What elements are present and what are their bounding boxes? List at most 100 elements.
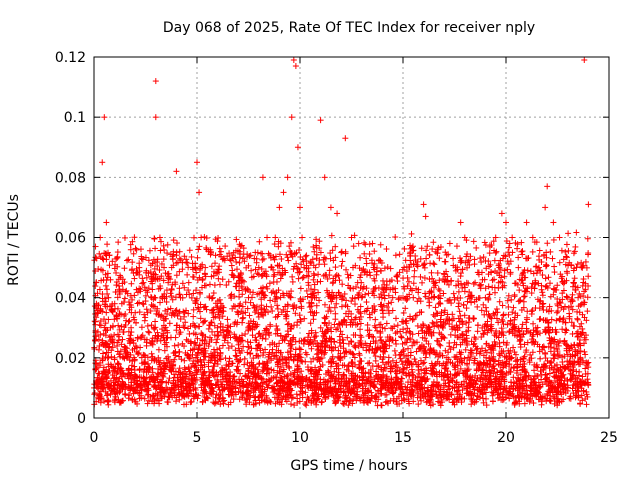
- data-point: [480, 301, 487, 308]
- data-point: [474, 328, 481, 335]
- data-point: [146, 329, 153, 336]
- data-point: [139, 275, 146, 282]
- data-point: [176, 268, 183, 275]
- data-point: [581, 334, 588, 341]
- data-point: [412, 252, 419, 259]
- data-point: [511, 280, 518, 287]
- data-point: [191, 362, 198, 369]
- data-point: [383, 398, 390, 405]
- data-point: [584, 235, 591, 242]
- data-point: [417, 273, 424, 280]
- data-point: [411, 356, 418, 363]
- data-point: [450, 290, 457, 297]
- data-point: [273, 323, 280, 330]
- data-point: [449, 311, 456, 318]
- data-point: [381, 347, 388, 354]
- data-point: [541, 363, 548, 370]
- data-point: [154, 329, 161, 336]
- data-point: [429, 246, 436, 253]
- data-point: [186, 330, 193, 337]
- data-point: [474, 322, 481, 329]
- data-point: [488, 269, 495, 276]
- data-point: [559, 290, 566, 297]
- data-point: [518, 239, 525, 246]
- data-point: [197, 290, 204, 297]
- data-point: [528, 284, 535, 291]
- data-point: [343, 297, 350, 304]
- data-point: [278, 256, 285, 263]
- data-point: [584, 308, 591, 315]
- data-point: [322, 394, 329, 401]
- data-point: [393, 273, 400, 280]
- data-point: [239, 319, 246, 326]
- data-point: [131, 275, 138, 282]
- data-point: [379, 306, 386, 313]
- data-point: [133, 246, 140, 253]
- data-point: [145, 328, 152, 335]
- data-point: [345, 402, 352, 409]
- data-point: [194, 254, 201, 261]
- data-point: [540, 300, 547, 307]
- data-point: [242, 330, 249, 337]
- data-point: [518, 248, 525, 255]
- data-point: [224, 253, 231, 260]
- data-point: [363, 299, 370, 306]
- data-point: [530, 400, 537, 407]
- data-point: [325, 308, 332, 315]
- data-point: [431, 261, 438, 268]
- data-point: [225, 345, 232, 352]
- data-point: [495, 285, 502, 292]
- data-point: [311, 272, 318, 279]
- data-point: [500, 339, 507, 346]
- data-point: [545, 274, 552, 281]
- data-point: [453, 243, 460, 250]
- data-point: [584, 294, 591, 301]
- data-point: [114, 249, 121, 256]
- data-point: [338, 303, 345, 310]
- data-point: [332, 310, 339, 317]
- data-point: [437, 342, 444, 349]
- data-point: [137, 246, 144, 253]
- data-point: [501, 267, 508, 274]
- data-point: [536, 247, 543, 254]
- data-point: [482, 304, 489, 311]
- data-point: [166, 320, 173, 327]
- data-point: [463, 305, 470, 312]
- data-point: [443, 251, 450, 258]
- data-point: [402, 305, 409, 312]
- data-point: [585, 273, 592, 280]
- data-point: [570, 367, 577, 374]
- data-point: [208, 263, 215, 270]
- data-point: [367, 272, 374, 279]
- data-point: [413, 312, 420, 319]
- data-point: [332, 264, 339, 271]
- data-point: [103, 392, 110, 399]
- data-point: [470, 280, 477, 287]
- data-point: [343, 266, 350, 273]
- data-point: [115, 322, 122, 329]
- data-point: [383, 246, 390, 253]
- data-point: [144, 322, 151, 329]
- data-point: [201, 318, 208, 325]
- data-point: [116, 286, 123, 293]
- data-point: [387, 368, 394, 375]
- data-point: [442, 258, 449, 265]
- data-point: [377, 241, 384, 248]
- data-point: [371, 248, 378, 255]
- data-point: [137, 344, 144, 351]
- data-point: [145, 397, 152, 404]
- data-point: [315, 289, 322, 296]
- data-point: [500, 312, 507, 319]
- data-point: [479, 395, 486, 402]
- data-point: [400, 326, 407, 333]
- data-point: [121, 295, 128, 302]
- data-point: [273, 278, 280, 285]
- data-point: [371, 260, 378, 267]
- data-point: [211, 282, 218, 289]
- data-point: [295, 275, 302, 282]
- data-point: [96, 250, 103, 257]
- data-point: [222, 243, 229, 250]
- data-point: [316, 297, 323, 304]
- data-point: [236, 259, 243, 266]
